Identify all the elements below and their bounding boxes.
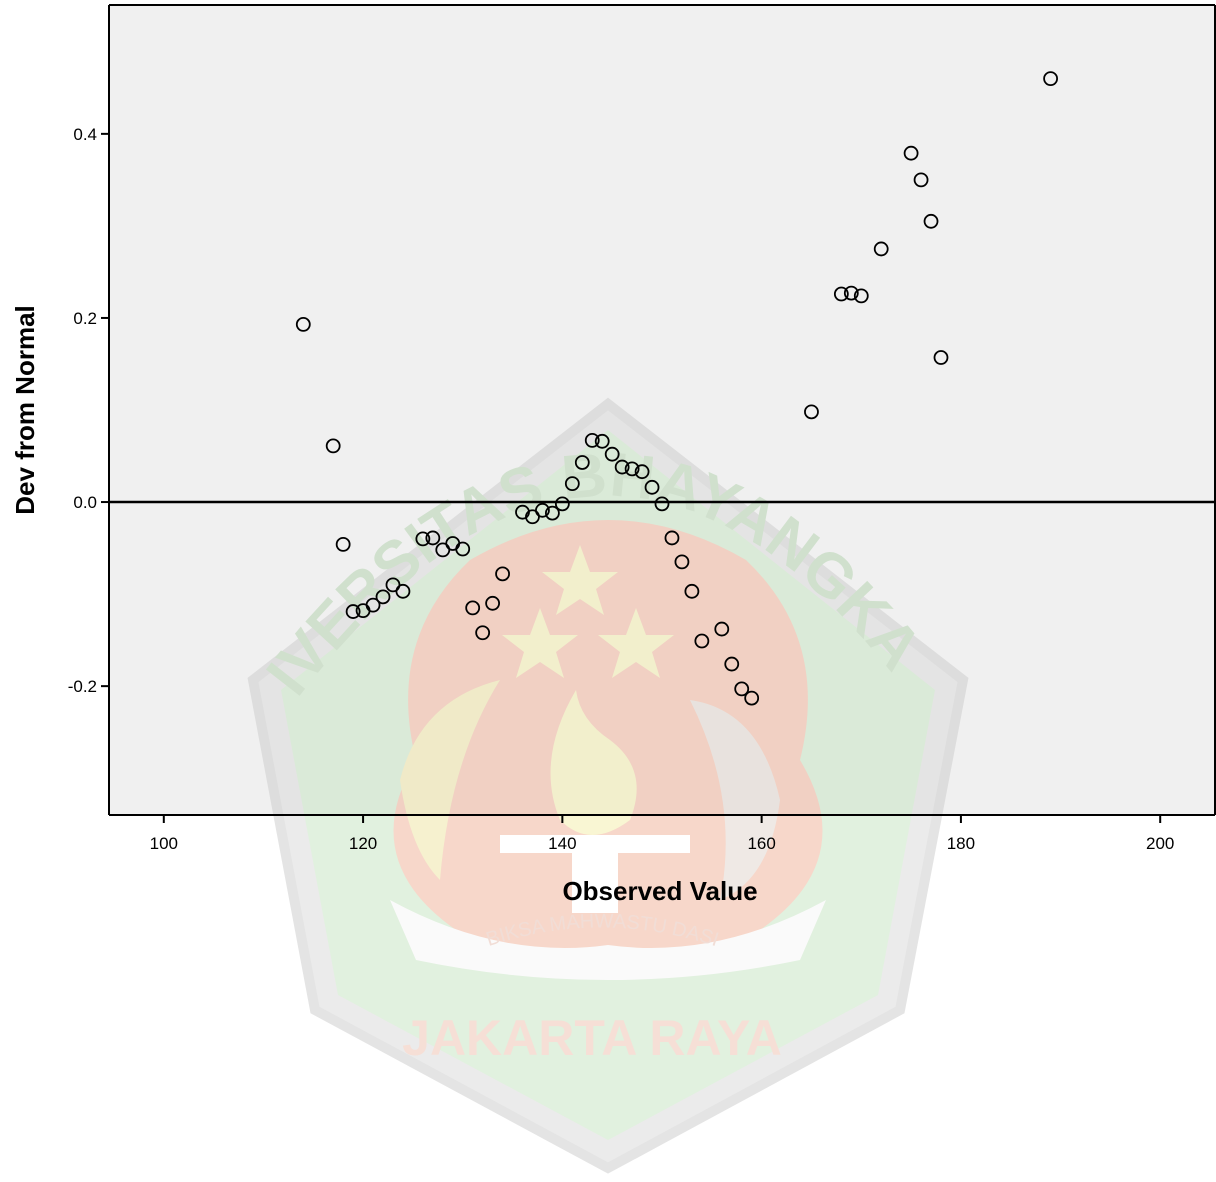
data-point [664, 530, 680, 546]
data-point [714, 621, 730, 637]
data-point [535, 502, 550, 518]
y-axis-title: Dev from Normal [10, 305, 40, 515]
data-point [644, 479, 660, 495]
data-point [684, 583, 700, 599]
x-tick-label: 140 [548, 834, 576, 853]
data-point [574, 455, 590, 470]
x-tick-label: 180 [947, 834, 975, 853]
data-point [295, 316, 311, 332]
data-point [375, 589, 391, 605]
data-point [804, 404, 819, 420]
x-axis-title: Observed Value [562, 876, 757, 906]
data-point [734, 681, 750, 697]
y-tick-label: 0.0 [73, 493, 97, 512]
data-point [843, 285, 859, 301]
data-point [325, 438, 341, 454]
data-point [634, 464, 650, 480]
data-point [584, 432, 600, 448]
data-point [365, 597, 381, 613]
data-point [1043, 71, 1058, 87]
data-point [614, 459, 630, 475]
data-point [465, 600, 481, 616]
data-point [913, 172, 929, 188]
logo-city-text: JAKARTA RAYA [402, 1010, 782, 1066]
motto-ribbon [390, 900, 826, 980]
x-tick-label: 100 [150, 834, 178, 853]
data-point [654, 496, 670, 512]
torch-flame-icon [550, 690, 637, 835]
data-point [544, 505, 560, 521]
star-icon [502, 608, 578, 678]
rice-stalk-icon [400, 680, 500, 880]
data-point [923, 213, 939, 229]
data-point [694, 633, 710, 649]
data-point [933, 350, 949, 365]
data-point [853, 288, 869, 304]
data-point [475, 625, 491, 641]
data-point [554, 496, 570, 512]
cotton-branch-icon [690, 700, 780, 900]
star-icon [598, 608, 674, 678]
x-tick-label: 120 [349, 834, 377, 853]
data-point [345, 604, 361, 619]
data-point [833, 286, 849, 302]
data-point [564, 476, 580, 492]
axis-ticks: 100 120 140 160 180 200 0.4 0.2 0.0 -0.2 [68, 125, 1175, 853]
data-point [455, 541, 471, 557]
data-point [604, 446, 620, 462]
data-point [495, 566, 510, 582]
data-point [674, 554, 690, 570]
data-point [624, 461, 640, 477]
data-point [415, 531, 431, 547]
data-point [744, 690, 760, 706]
y-tick-label: -0.2 [68, 677, 97, 696]
torch-stem [572, 853, 618, 913]
data-point [335, 536, 351, 552]
data-point [594, 433, 610, 449]
star-icon [542, 545, 618, 615]
x-tick-label: 200 [1146, 834, 1174, 853]
y-tick-label: 0.4 [73, 125, 97, 144]
y-tick-label: 0.2 [73, 309, 97, 328]
data-point [425, 530, 441, 546]
torch-base [500, 835, 690, 853]
data-point [485, 595, 501, 611]
data-point [873, 241, 889, 257]
data-point [724, 656, 740, 672]
x-tick-label: 160 [747, 834, 775, 853]
data-point [395, 583, 411, 599]
data-point [903, 145, 919, 161]
data-points [295, 71, 1058, 706]
